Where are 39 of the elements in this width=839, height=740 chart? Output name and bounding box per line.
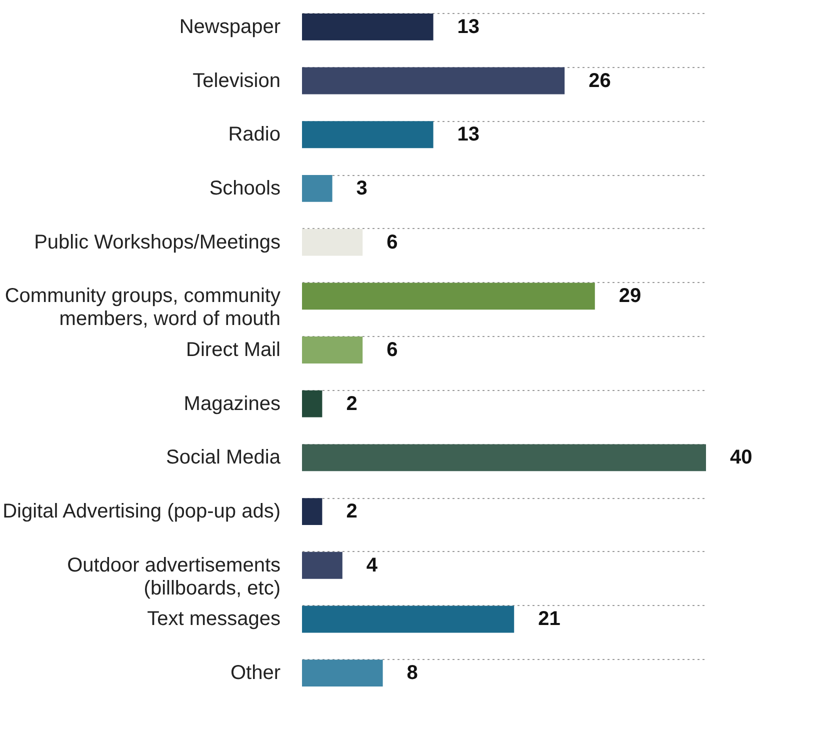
y-tick-label: Other: [230, 662, 281, 684]
y-tick-label: Magazines: [184, 392, 280, 415]
data-label: 40: [730, 446, 752, 469]
data-label: 4: [366, 554, 378, 576]
data-label: 13: [457, 16, 480, 38]
y-tick-label: Text messages: [147, 608, 280, 630]
data-label: 2: [346, 500, 358, 523]
data-label: 6: [386, 231, 398, 254]
bar: [302, 498, 322, 525]
y-tick-label: Community groups, community members, word of mouth: [4, 285, 280, 330]
data-label: 8: [406, 662, 418, 684]
y-tick-label: Digital Advertising (pop-up ads): [2, 500, 280, 523]
bar: [302, 390, 322, 418]
y-tick-label: Television: [192, 70, 280, 92]
bar: [302, 228, 363, 256]
bar: [302, 13, 434, 40]
bar: [302, 660, 383, 687]
bar: [302, 606, 514, 633]
y-tick-label: Direct Mail: [186, 339, 280, 361]
data-label: 29: [618, 285, 642, 308]
bar: [302, 336, 363, 364]
bar: [302, 121, 434, 148]
y-tick-label: Radio: [228, 124, 280, 146]
y-tick-label: Public Workshops/Meetings: [34, 231, 280, 254]
data-label: 2: [346, 392, 358, 415]
bar: [302, 444, 706, 472]
data-label: 3: [356, 177, 368, 200]
y-tick-label: Schools: [209, 177, 280, 200]
data-label: 26: [588, 70, 611, 92]
y-tick-label: Outdoor advertisements (billboards, etc): [67, 554, 280, 600]
bar: [302, 67, 565, 94]
bar: [302, 175, 332, 202]
y-tick-label: Social Media: [166, 446, 282, 469]
data-label: 21: [538, 608, 560, 630]
y-tick-label: Newspaper: [179, 16, 281, 38]
data-label: 6: [386, 339, 398, 361]
bar: [302, 282, 595, 310]
data-label: 13: [457, 124, 480, 146]
bar: [302, 552, 342, 579]
